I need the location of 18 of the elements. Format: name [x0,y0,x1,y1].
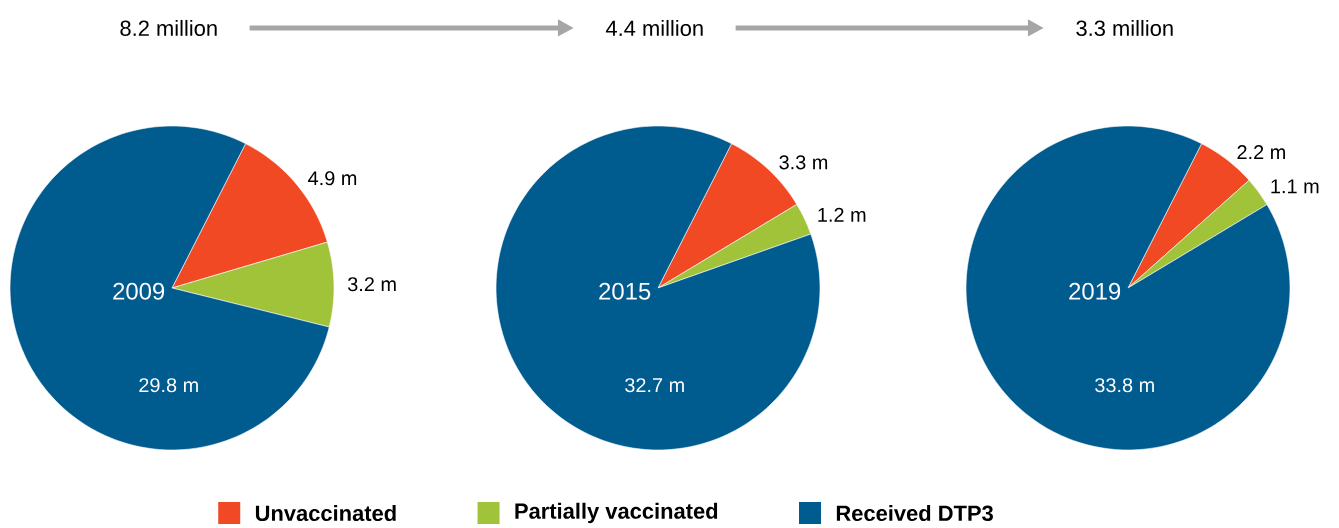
text: 2019 [1069,282,1121,300]
data-label: 2.2 m [1237,145,1285,160]
legend-label: Unvaccinated [255,504,396,522]
data-label: 4.9 m [308,171,357,186]
chart-subtitle: 8.2 million [120,19,217,37]
data-label: 33.8 m [1095,378,1154,393]
legend-label: Received DTP3 [836,504,993,522]
data-label: 1.2 m [818,207,866,222]
data-label: 3.3 m [779,155,828,170]
data-label: 32.7 m [625,378,684,393]
data-label: 1.1 m [1271,179,1319,194]
data-label: 3.2 m [347,277,396,292]
data-label: 29.8 m [139,378,198,393]
chart-subtitle: 3.3 million [1076,19,1173,37]
text: 2009 [113,282,165,300]
legend-label: Partially vaccinated [515,502,718,524]
chart-subtitle: 4.4 million [605,19,703,37]
text: 2015 [599,282,651,300]
